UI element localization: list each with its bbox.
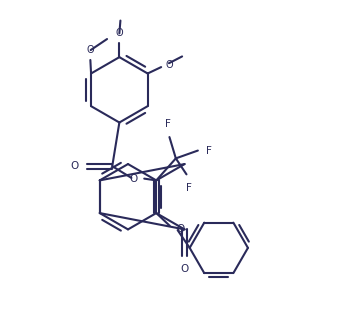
Text: O: O: [176, 224, 185, 234]
Text: F: F: [165, 119, 171, 129]
Text: O: O: [165, 60, 173, 70]
Text: O: O: [71, 161, 79, 171]
Text: O: O: [86, 45, 94, 55]
Text: O: O: [181, 264, 189, 274]
Text: O: O: [129, 174, 137, 184]
Text: O: O: [116, 28, 123, 38]
Text: F: F: [186, 183, 192, 193]
Text: F: F: [206, 146, 211, 156]
